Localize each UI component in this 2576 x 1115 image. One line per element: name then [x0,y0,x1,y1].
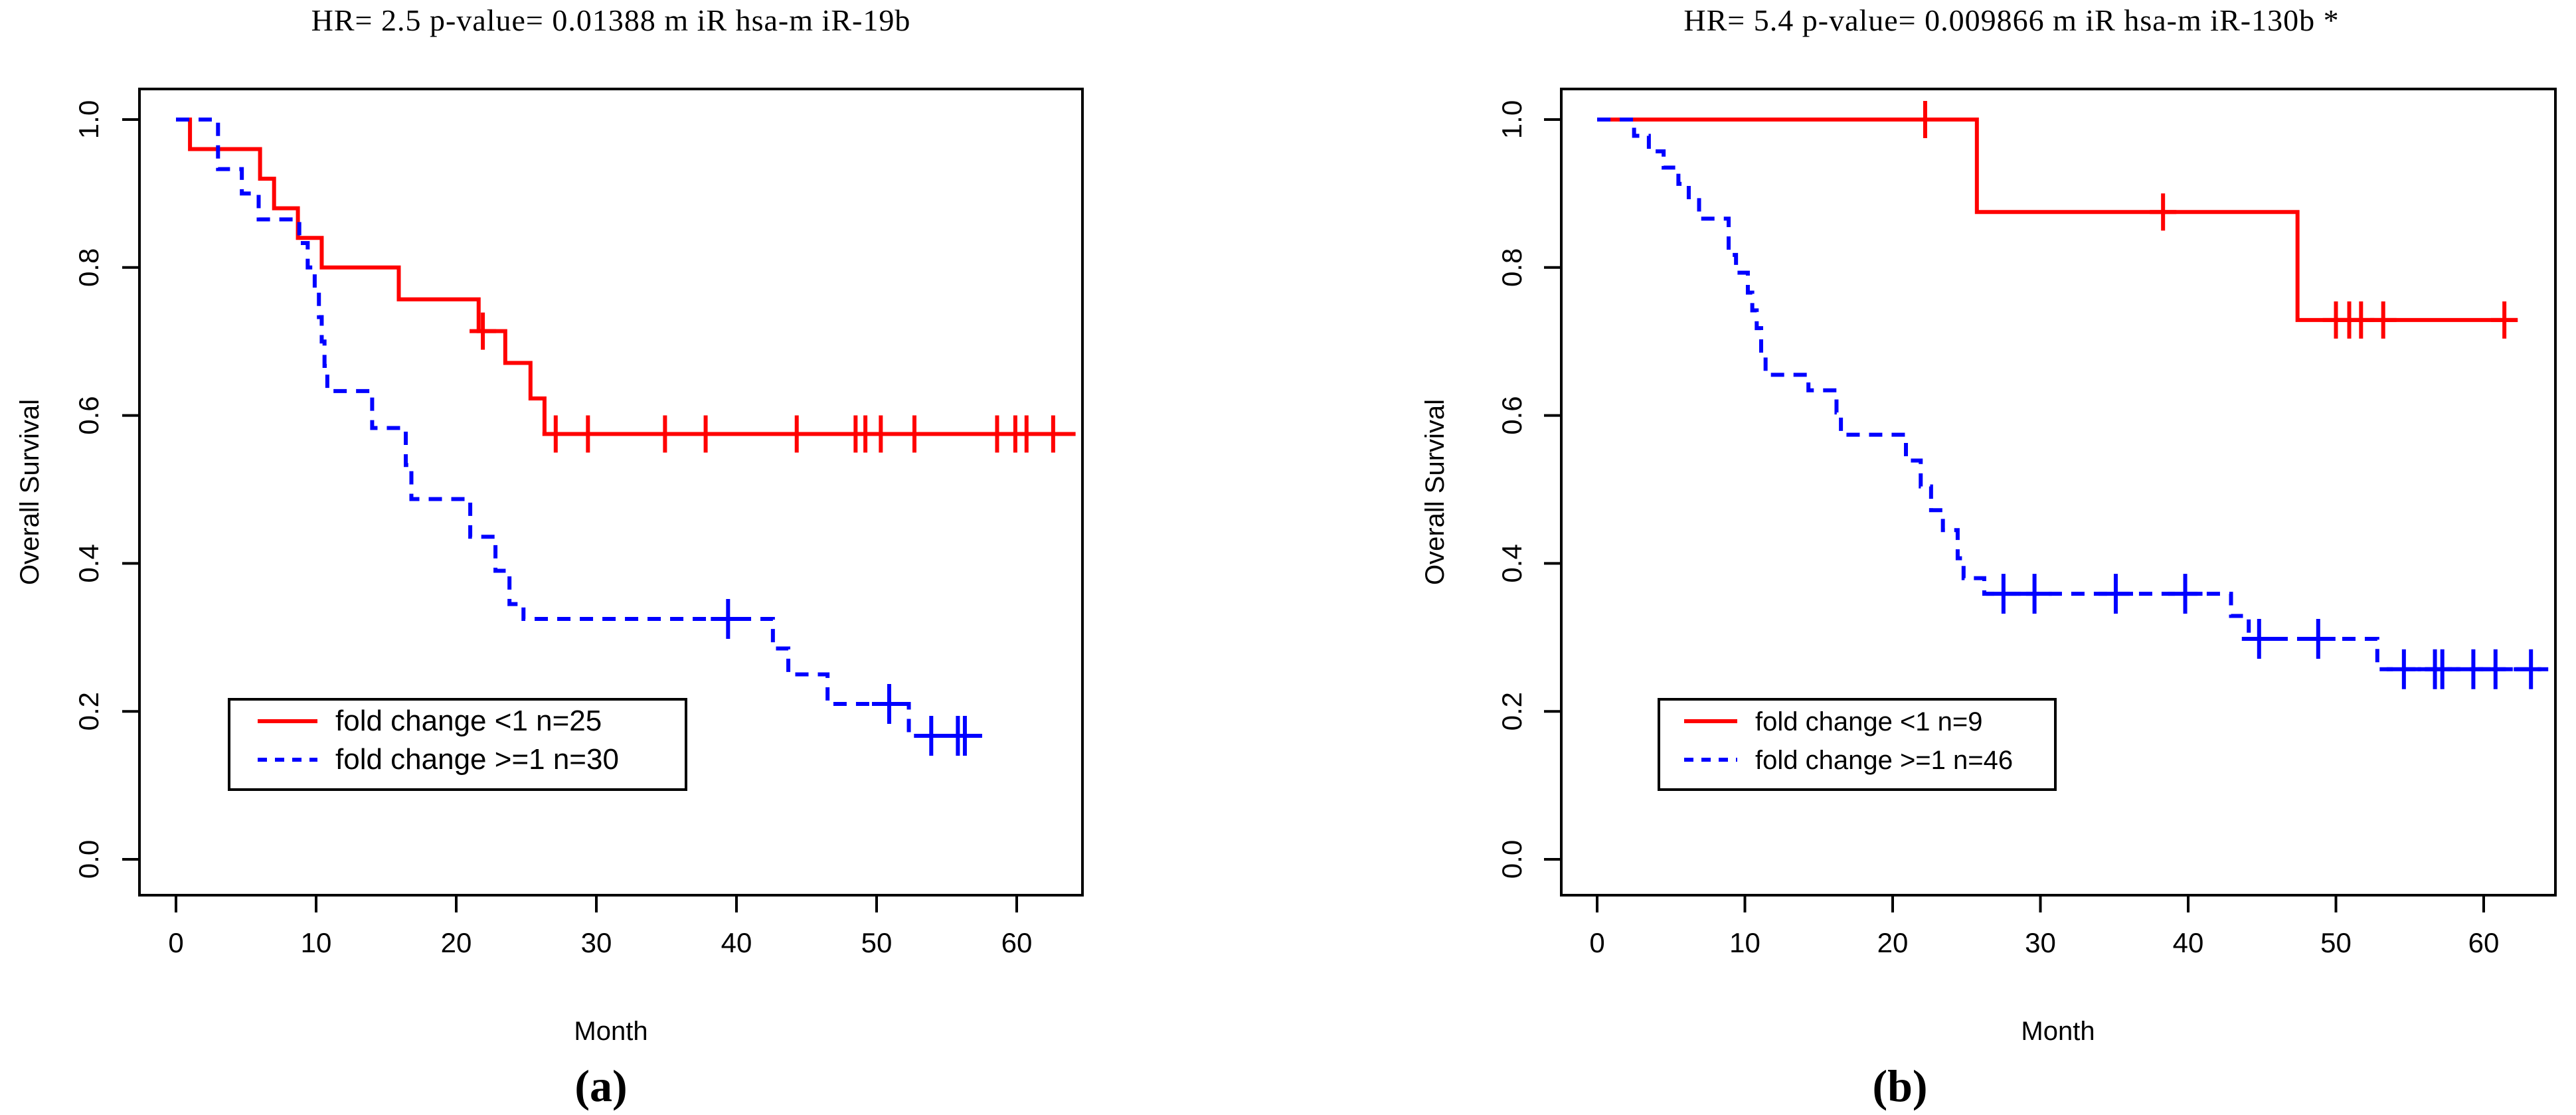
legend-label-red: fold change <1 n=9 [1755,707,1983,736]
x-tick-label: 50 [2320,927,2352,958]
x-tick-label: 10 [1729,927,1760,958]
y-tick-label: 0.8 [73,248,104,287]
survival-curves [1597,101,2549,689]
x-tick-label: 40 [721,927,752,958]
km-curve-blue [1597,118,2541,671]
y-tick-label: 0.4 [1496,544,1527,582]
x-tick-label: 60 [2468,927,2500,958]
survival-curves [176,118,1076,756]
y-tick-label: 0.4 [73,544,104,582]
plot-box [138,88,1084,897]
y-axis-title: Overall Survival [1420,399,1450,585]
y-tick-label: 1.0 [1496,100,1527,139]
x-tick-label: 60 [1001,927,1033,958]
x-tick-label: 40 [2173,927,2204,958]
plot-title-b: HR= 5.4 p-value= 0.009866 m iR hsa-m iR-… [1683,3,2339,37]
legend-box [228,698,687,791]
y-tick-label: 0.6 [73,396,104,434]
x-tick-label: 30 [2025,927,2056,958]
y-tick-label: 0.0 [73,840,104,879]
y-tick-label: 0.2 [1496,692,1527,730]
x-tick-label: 20 [441,927,472,958]
x-tick-label: 50 [861,927,893,958]
legend-label-blue: fold change >=1 n=30 [335,743,619,776]
x-axis-ticks: 0 10 20 30 40 50 60 [1589,895,2499,958]
legend: fold change <1 n=25 fold change >=1 n=30 [228,698,687,791]
y-axis-title: Overall Survival [15,399,44,585]
x-axis-ticks: 0 10 20 30 40 50 60 [168,895,1032,958]
x-tick-label: 0 [168,927,183,958]
legend-label-blue: fold change >=1 n=46 [1755,746,2013,775]
plot-box [1560,88,2557,897]
y-axis-ticks: 0.0 0.2 0.4 0.6 0.8 1.0 [1496,100,1561,879]
x-tick-label: 30 [581,927,612,958]
km-curve-red [176,118,1076,436]
y-tick-label: 0.0 [1496,840,1527,879]
panel-caption-b: (b) [1872,1061,1927,1111]
y-axis-ticks: 0.0 0.2 0.4 0.6 0.8 1.0 [73,100,139,879]
panel-caption-a: (a) [574,1061,627,1111]
x-tick-label: 20 [1877,927,1909,958]
y-tick-label: 0.2 [73,692,104,730]
y-tick-label: 1.0 [73,100,104,139]
legend: fold change <1 n=9 fold change >=1 n=46 [1658,698,2057,791]
x-axis-title: Month [574,1017,647,1046]
legend-label-red: fold change <1 n=25 [335,705,602,737]
plot-title-a: HR= 2.5 p-value= 0.01388 m iR hsa-m iR-1… [311,3,911,37]
x-tick-label: 0 [1589,927,1604,958]
survival-plot-panel-a: HR= 2.5 p-value= 0.01388 m iR hsa-m iR-1… [15,3,1084,1111]
legend-box [1658,698,2057,791]
y-tick-label: 0.8 [1496,248,1527,287]
survival-plot-panel-b: HR= 5.4 p-value= 0.009866 m iR hsa-m iR-… [1420,3,2557,1111]
km-curve-red [1597,118,2518,322]
y-tick-label: 0.6 [1496,396,1527,434]
x-axis-title: Month [2021,1017,2095,1046]
x-tick-label: 10 [301,927,332,958]
km-curve-blue [176,118,978,738]
